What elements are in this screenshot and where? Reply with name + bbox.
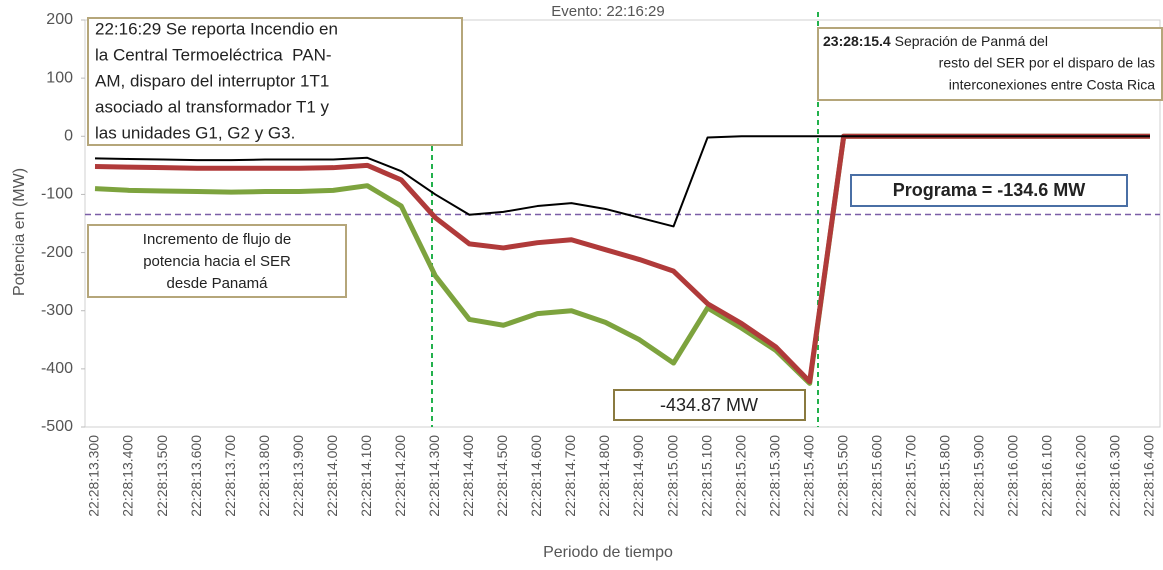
annotation-box (87, 224, 347, 298)
annotation-box (850, 174, 1128, 207)
x-tick-label: 22:28:16.000 (1005, 435, 1021, 517)
x-tick-label: 22:28:15.700 (902, 435, 918, 517)
x-tick-label: 22:28:14.400 (460, 435, 476, 517)
annotation-text: las unidades G1, G2 y G3. (95, 123, 295, 142)
annotation-box (613, 389, 806, 421)
x-tick-label: 22:28:15.400 (800, 435, 816, 517)
x-tick-label: 22:28:14.300 (426, 435, 442, 517)
x-tick-label: 22:28:13.300 (86, 435, 102, 517)
x-tick-label: 22:28:13.900 (290, 435, 306, 517)
reference-label: Programa = -134.6 MW (893, 180, 1086, 200)
annotation-text: resto del SER por el disparo de las (939, 55, 1155, 71)
y-axis-label: Potencia en (MW) (11, 168, 28, 296)
x-axis-label: Periodo de tiempo (543, 544, 673, 561)
x-tick-label: 22:28:14.600 (528, 435, 544, 517)
x-tick-label: 22:28:14.100 (358, 435, 374, 517)
y-tick-label: -200 (41, 244, 73, 261)
annotation-text: interconexiones entre Costa Rica (949, 77, 1155, 93)
y-tick-label: -500 (41, 418, 73, 435)
x-tick-label: 22:28:15.200 (732, 435, 748, 517)
x-tick-label: 22:28:13.400 (120, 435, 136, 517)
y-tick-label: -400 (41, 360, 73, 377)
x-tick-label: 22:28:14.800 (596, 435, 612, 517)
x-tick-label: 22:28:15.600 (868, 435, 884, 517)
y-tick-label: -300 (41, 302, 73, 319)
annotation-text: Sepración de Panmá del (891, 33, 1048, 49)
series-line (94, 135, 1150, 228)
x-tick-label: 22:28:13.700 (222, 435, 238, 517)
y-tick-label: 0 (64, 128, 73, 145)
annotation-box (87, 17, 463, 146)
x-tick-label: 22:28:16.300 (1107, 435, 1123, 517)
annotation-bold: 23:28:15.4 (823, 33, 891, 49)
x-tick-label: 22:28:15.900 (971, 435, 987, 517)
annotation-text: desde Panamá (167, 275, 269, 292)
x-tick-label: 22:28:15.300 (766, 435, 782, 517)
annotation-text: 23:28:15.4 Sepración de Panmá del (823, 33, 1048, 49)
x-tick-label: 22:28:14.200 (392, 435, 408, 517)
x-tick-label: 22:28:13.500 (154, 435, 170, 517)
x-tick-label: 22:28:15.500 (834, 435, 850, 517)
x-tick-label: 22:28:16.400 (1141, 435, 1157, 517)
annotation-text: potencia hacia el SER (143, 253, 291, 270)
x-tick-label: 22:28:13.800 (256, 435, 272, 517)
x-tick-label: 22:28:13.600 (188, 435, 204, 517)
annotation-text: 22:16:29 Se reporta Incendio en (95, 19, 338, 38)
x-tick-label: 22:28:14.000 (324, 435, 340, 517)
chart-title: Evento: 22:16:29 (551, 3, 664, 20)
annotation-box (817, 27, 1163, 101)
y-tick-label: 200 (46, 11, 73, 28)
x-tick-label: 22:28:14.700 (562, 435, 578, 517)
plot-frame (84, 19, 1161, 428)
y-tick-label: 100 (46, 69, 73, 86)
annotation-text: -434.87 MW (660, 395, 758, 415)
x-tick-label: 22:28:16.100 (1039, 435, 1055, 517)
annotation-text: AM, disparo del interruptor 1T1 (95, 71, 329, 90)
annotation-text: Incremento de flujo de (143, 231, 291, 248)
annotation-text: la Central Termoeléctrica PAN- (95, 45, 332, 64)
x-tick-label: 22:28:14.500 (494, 435, 510, 517)
x-tick-label: 22:28:15.800 (937, 435, 953, 517)
x-tick-label: 22:28:15.000 (664, 435, 680, 517)
annotation-text: asociado al transformador T1 y (95, 97, 330, 116)
x-tick-label: 22:28:14.900 (630, 435, 646, 517)
x-tick-label: 22:28:15.100 (698, 435, 714, 517)
y-tick-label: -100 (41, 186, 73, 203)
x-tick-label: 22:28:16.200 (1073, 435, 1089, 517)
